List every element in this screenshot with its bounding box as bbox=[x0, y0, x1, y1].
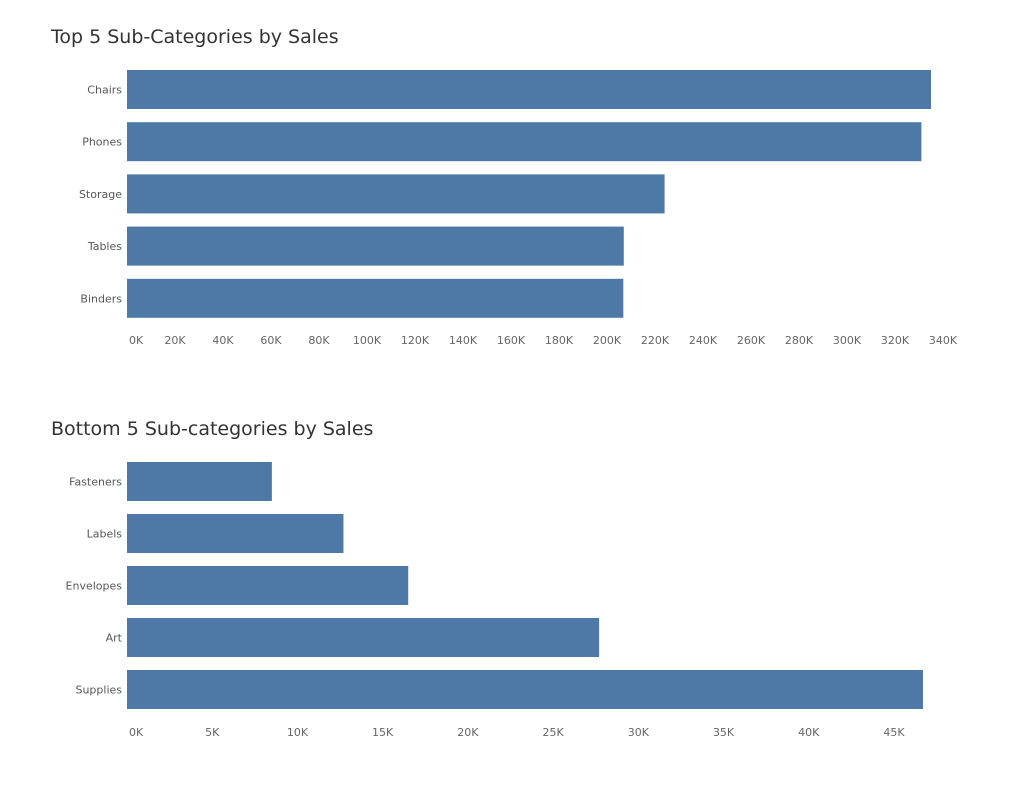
x-tick-label: 35K bbox=[713, 726, 735, 739]
category-label: Binders bbox=[80, 292, 122, 305]
category-label: Envelopes bbox=[66, 580, 123, 593]
bar-labels bbox=[127, 514, 344, 553]
category-label: Tables bbox=[87, 240, 122, 253]
x-tick-label: 160K bbox=[497, 334, 526, 347]
chart-title: Bottom 5 Sub-categories by Sales bbox=[51, 418, 374, 440]
x-tick-label: 15K bbox=[372, 726, 394, 739]
x-tick-label: 260K bbox=[737, 334, 766, 347]
x-tick-label: 40K bbox=[212, 334, 234, 347]
category-label: Fasteners bbox=[69, 476, 122, 489]
category-label: Supplies bbox=[75, 684, 122, 697]
x-tick-label: 80K bbox=[308, 334, 330, 347]
x-tick-label: 280K bbox=[785, 334, 814, 347]
category-label: Labels bbox=[87, 528, 123, 541]
bar-chairs bbox=[127, 70, 931, 109]
x-tick-label: 220K bbox=[641, 334, 670, 347]
x-tick-label: 340K bbox=[929, 334, 958, 347]
x-tick-label: 120K bbox=[401, 334, 430, 347]
x-tick-label: 180K bbox=[545, 334, 574, 347]
bottom-subcategories-chart: Bottom 5 Sub-categories by Sales Fastene… bbox=[0, 392, 1016, 792]
bar-storage bbox=[127, 174, 665, 214]
x-tick-label: 30K bbox=[628, 726, 650, 739]
bar-phones bbox=[127, 122, 922, 162]
top-subcategories-plot: Chairs Phones Storage Tables Binders 0K 20K 40K… bbox=[79, 70, 958, 347]
x-tick-label: 20K bbox=[457, 726, 479, 739]
top-subcategories-chart: Top 5 Sub-Categories by Sales Chairs Phon… bbox=[0, 0, 1016, 390]
bar-art bbox=[127, 618, 600, 657]
x-tick-label: 45K bbox=[883, 726, 905, 739]
x-tick-label: 40K bbox=[798, 726, 820, 739]
x-tick-label: 0K bbox=[129, 726, 144, 739]
x-tick-label: 10K bbox=[287, 726, 309, 739]
bar-binders bbox=[127, 278, 624, 318]
x-tick-label: 100K bbox=[353, 334, 382, 347]
bar-envelopes bbox=[127, 566, 409, 605]
category-label: Storage bbox=[79, 188, 122, 201]
x-tick-label: 320K bbox=[881, 334, 910, 347]
chart-title: Top 5 Sub-Categories by Sales bbox=[51, 26, 339, 48]
bar-fasteners bbox=[127, 462, 272, 501]
category-label: Art bbox=[106, 632, 123, 645]
bar-tables bbox=[127, 226, 624, 266]
x-tick-label: 140K bbox=[449, 334, 478, 347]
bottom-subcategories-plot: Fasteners Labels Envelopes Art Supplies 0K 5K 1… bbox=[66, 462, 923, 739]
x-tick-label: 25K bbox=[543, 726, 565, 739]
category-label: Chairs bbox=[87, 84, 122, 97]
x-tick-label: 300K bbox=[833, 334, 862, 347]
bar-supplies bbox=[127, 670, 923, 709]
x-tick-label: 5K bbox=[205, 726, 220, 739]
category-label: Phones bbox=[82, 136, 122, 149]
x-tick-label: 200K bbox=[593, 334, 622, 347]
x-tick-label: 60K bbox=[260, 334, 282, 347]
x-tick-label: 20K bbox=[164, 334, 186, 347]
x-tick-label: 240K bbox=[689, 334, 718, 347]
x-tick-label: 0K bbox=[129, 334, 144, 347]
